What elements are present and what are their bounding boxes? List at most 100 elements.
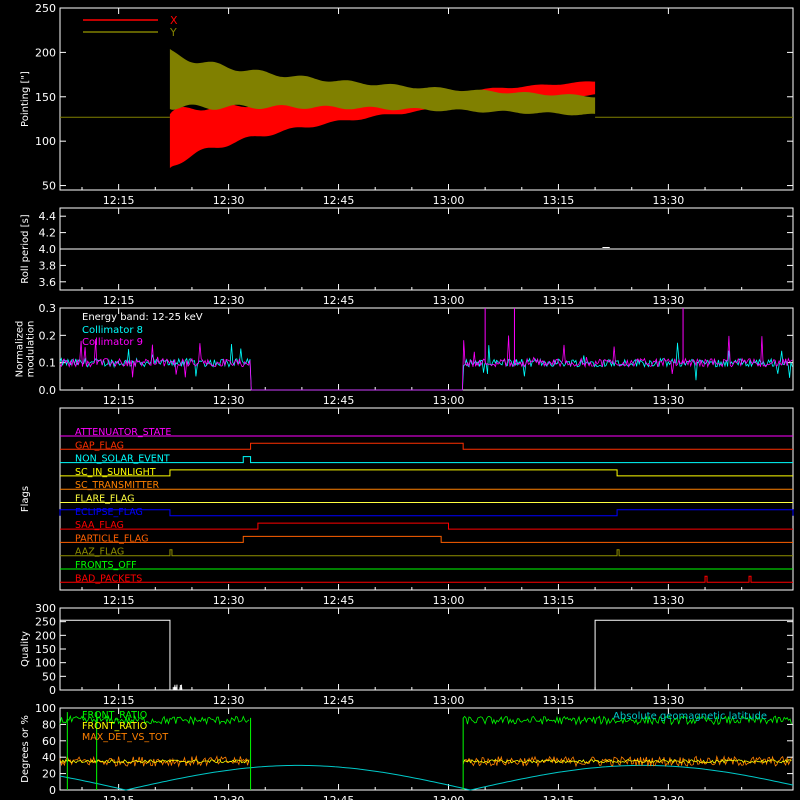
x-tick-label: 13:00 (433, 394, 465, 407)
x-tick-label: 13:15 (543, 194, 575, 207)
plot-frame (59, 7, 794, 191)
y-axis-label: modulation (26, 321, 37, 378)
x-tick-label: 13:00 (433, 194, 465, 207)
x-tick-label: 12:15 (103, 194, 135, 207)
x-tick-label: 13:15 (543, 394, 575, 407)
panel-6: 12:15 12:30 12:45 13:00 13:15 13:30 Degrees or… (20, 702, 794, 800)
y-tick-label: 3.6 (39, 276, 57, 289)
legend-label-front-ratio-0: FRONT_RATIO (82, 710, 147, 721)
y-tick-label: 0.0 (39, 384, 57, 397)
latitude-annotation: Absolute geomagnetic latitude (613, 711, 767, 722)
y-tick-label: 4.0 (39, 243, 57, 256)
series-front-ratio-0 (462, 715, 792, 726)
flag-line-non-solar-event (60, 456, 793, 464)
x-tick-label: 13:15 (543, 694, 575, 707)
quality-line (60, 619, 793, 691)
y-axis-label: Flags (20, 486, 31, 512)
series-geomagnetic-latitude (59, 764, 794, 791)
y-tick-label: 300 (35, 602, 56, 615)
y-tick-label: 0 (49, 784, 56, 797)
y-tick-label: 200 (35, 629, 56, 642)
flag-label-fronts-off: FRONTS_OFF (75, 560, 137, 571)
x-tick-label: 13:30 (653, 294, 685, 307)
panel-5: 12:15 12:30 12:45 13:00 13:15 13:30 Quality 050… (20, 602, 794, 707)
x-tick-label: 13:30 (653, 794, 685, 800)
x-tick-label: 12:15 (103, 794, 135, 800)
flag-label-non-solar-event: NON_SOLAR_EVENT (75, 454, 170, 465)
legend-label-y: Y (169, 26, 177, 39)
panel-3: 12:15 12:30 12:45 13:00 13:15 13:30 Normalized… (15, 302, 794, 407)
x-tick-label: 12:30 (213, 294, 245, 307)
y-tick-label: 100 (35, 657, 56, 670)
x-tick-label: 12:45 (323, 694, 355, 707)
y-tick-label: 100 (35, 702, 56, 715)
flag-label-saa-flag: SAA_FLAG (75, 520, 124, 531)
flag-line-particle-flag (60, 535, 793, 543)
flag-label-sc-in-sunlight: SC_IN_SUNLIGHT (75, 467, 156, 478)
x-tick-label: 12:45 (323, 594, 355, 607)
flag-label-attenuator-state: ATTENUATOR_STATE (75, 427, 171, 438)
x-tick-label: 13:00 (433, 694, 465, 707)
flag-line-aaz-flag (60, 549, 793, 557)
x-tick-label: 13:30 (653, 694, 685, 707)
panel-4: 12:15 12:30 12:45 13:00 13:15 13:30 Flags ATTEN… (20, 407, 794, 607)
y-tick-label: 80 (42, 718, 56, 731)
y-tick-label: 0.1 (39, 357, 57, 370)
plot-frame (59, 707, 794, 791)
y-tick-label: 3.8 (39, 259, 57, 272)
y-axis-label: Roll period [s] (20, 214, 31, 283)
y-tick-label: 40 (42, 751, 56, 764)
legend-label-collimator-9: Collimator 9 (82, 337, 143, 348)
y-tick-label: 200 (35, 46, 56, 59)
flag-label-eclipse-flag: ECLIPSE_FLAG (75, 507, 143, 518)
series-front-ratio-1 (462, 758, 792, 764)
y-tick-label: 250 (35, 2, 56, 15)
flag-label-bad-packets: BAD_PACKETS (75, 573, 142, 584)
series-max-det-vs-tot-2 (462, 755, 792, 768)
legend-label-collimator-8: Collimator 8 (82, 325, 143, 336)
x-tick-label: 12:45 (323, 794, 355, 800)
y-tick-label: 0 (49, 684, 56, 697)
plot-frame (59, 407, 794, 591)
y-axis-label: Pointing ["] (20, 71, 31, 127)
x-tick-label: 12:30 (213, 794, 245, 800)
y-tick-label: 4.2 (39, 227, 57, 240)
series-y-envelope (169, 49, 596, 116)
flag-label-gap-flag: GAP_FLAG (75, 440, 124, 451)
x-tick-label: 12:15 (103, 594, 135, 607)
y-axis-label: Degrees or % (20, 715, 31, 783)
series-collimator-9 (59, 335, 793, 391)
y-tick-label: 50 (42, 180, 56, 193)
x-tick-label: 12:30 (213, 694, 245, 707)
y-tick-label: 150 (35, 91, 56, 104)
y-tick-label: 4.4 (39, 210, 57, 223)
y-tick-label: 100 (35, 135, 56, 148)
panel-2: 12:15 12:30 12:45 13:00 13:15 13:30 Roll perio… (20, 207, 794, 307)
energy-band-annotation: Energy band: 12-25 keV (82, 312, 203, 323)
flag-label-flare-flag: FLARE_FLAG (75, 494, 135, 505)
legend-label-front-ratio-1: FRONT_RATIO (82, 721, 147, 732)
x-tick-label: 13:30 (653, 194, 685, 207)
legend-label-x: X (170, 14, 178, 27)
y-axis-label: Normalized (15, 321, 26, 378)
flag-label-sc-transmitter: SC_TRANSMITTER (75, 480, 160, 491)
x-tick-label: 12:15 (103, 294, 135, 307)
x-tick-label: 13:30 (653, 594, 685, 607)
y-tick-label: 0.3 (39, 302, 57, 315)
y-tick-label: 150 (35, 643, 56, 656)
flag-line-saa-flag (60, 522, 793, 530)
y-axis-label: Quality (20, 631, 31, 667)
y-tick-label: 20 (42, 768, 56, 781)
x-tick-label: 12:45 (323, 194, 355, 207)
flag-line-gap-flag (60, 442, 793, 450)
y-tick-label: 50 (42, 670, 56, 683)
panel-1: 12:15 12:30 12:45 13:00 13:15 13:30 Pointing [… (20, 2, 794, 207)
x-tick-label: 12:30 (213, 194, 245, 207)
x-tick-label: 13:00 (433, 594, 465, 607)
x-tick-label: 13:15 (543, 594, 575, 607)
y-tick-label: 60 (42, 735, 56, 748)
x-tick-label: 12:45 (323, 394, 355, 407)
series-front-ratio-1 (59, 759, 250, 764)
series-front-ratio-0 (59, 714, 250, 726)
